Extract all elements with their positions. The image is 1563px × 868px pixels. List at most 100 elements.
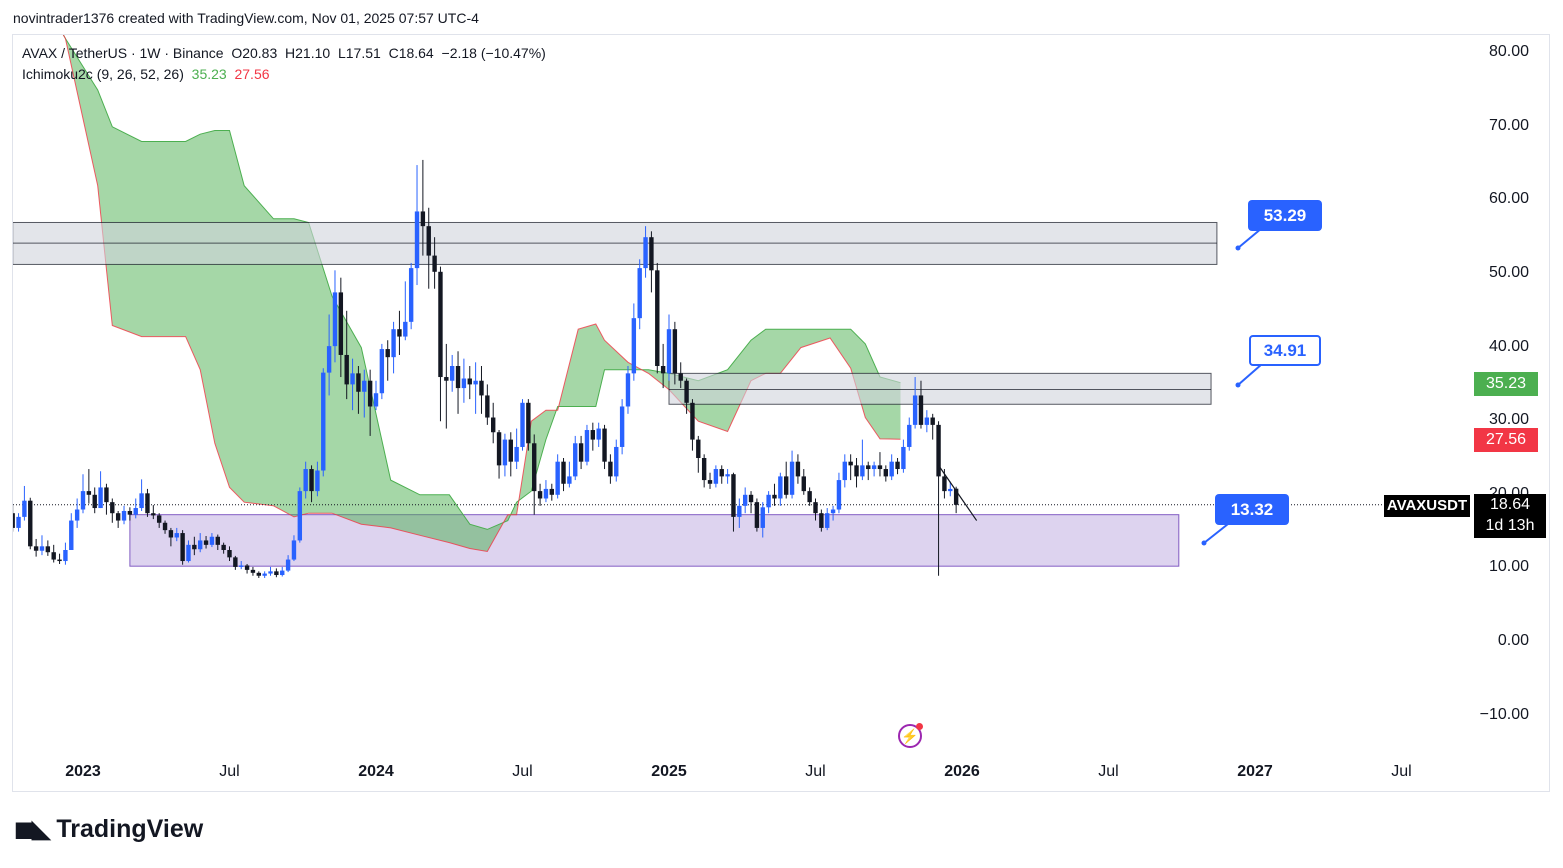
candle-body-113 [672, 329, 678, 374]
candle-body-49 [297, 491, 303, 541]
candle-body-100 [596, 428, 601, 440]
candle-body-146 [866, 465, 871, 470]
candle-body-106 [631, 318, 637, 374]
candle-body-117 [696, 439, 701, 458]
candle-body-62 [373, 393, 379, 407]
candle-body-125 [742, 494, 748, 506]
legend-indicator[interactable]: Ichimoku2c (9, 26, 52, 26) 35.23 27.56 [22, 66, 270, 82]
candle-body-1 [16, 516, 21, 528]
y-tick-label: 40.00 [1488, 337, 1529, 355]
candle-body-42 [256, 572, 261, 576]
candle-body-133 [789, 461, 795, 495]
x-tick-label: 2023 [65, 763, 101, 780]
indicator-name: Ichimoku2c (9, 26, 52, 26) [22, 66, 184, 82]
candle-body-67 [403, 321, 408, 337]
candle-body-153 [907, 424, 912, 447]
candle-body-16 [104, 487, 109, 503]
callout-pointer-2 [1203, 523, 1229, 544]
candle-body-140 [830, 509, 836, 514]
candle-body-96 [573, 443, 578, 477]
candle-body-61 [367, 380, 373, 407]
candle-body-114 [678, 373, 683, 381]
candle-body-53 [321, 372, 326, 471]
candle-body-8 [57, 559, 62, 562]
callout-support[interactable]: 13.32 [1215, 494, 1289, 525]
candle-body-51 [309, 469, 314, 492]
candle-body-126 [748, 494, 754, 503]
candle-body-41 [250, 569, 256, 573]
candle-body-72 [432, 255, 437, 272]
publish-line: novintrader1376 created with TradingView… [13, 10, 479, 26]
candle-body-145 [860, 465, 865, 477]
candle-body-31 [192, 544, 197, 550]
callout-pointer-0 [1237, 227, 1263, 249]
callout-resistance-high[interactable]: 53.29 [1248, 200, 1322, 231]
candle-body-124 [737, 505, 742, 517]
candle-body-155 [918, 395, 924, 425]
candle-body-65 [391, 329, 396, 358]
x-tick-label: Jul [1098, 763, 1119, 780]
candle-body-66 [397, 329, 402, 337]
candle-body-98 [584, 430, 590, 462]
candle-body-105 [625, 373, 631, 407]
candle-body-99 [590, 430, 596, 440]
candle-body-88 [526, 402, 531, 444]
candle-body-56 [338, 292, 344, 355]
candle-body-27 [168, 530, 174, 538]
candle-body-29 [180, 533, 185, 562]
callout-pointer-1 [1237, 363, 1263, 386]
candle-body-75 [449, 366, 455, 381]
candle-body-121 [719, 469, 724, 477]
candle-body-87 [520, 402, 525, 447]
candle-body-44 [268, 571, 273, 574]
candle-body-73 [438, 271, 443, 378]
candle-body-122 [725, 474, 730, 477]
projection-line [938, 465, 978, 521]
candle-body-103 [614, 446, 619, 477]
callout-resistance-mid[interactable]: 34.91 [1249, 335, 1321, 366]
y-tick-label: 10.00 [1488, 558, 1529, 576]
candle-body-134 [795, 461, 801, 477]
candle-body-64 [385, 349, 390, 358]
tradingview-brand[interactable]: ◼◣ TradingView [14, 815, 203, 844]
candle-body-116 [690, 402, 695, 440]
candle-body-40 [244, 565, 250, 570]
last-price-badge: 18.64 1d 13h [1474, 494, 1546, 538]
chart-frame [12, 34, 1550, 792]
candle-body-33 [203, 540, 209, 545]
candle-body-85 [508, 439, 513, 462]
candle-body-94 [561, 461, 566, 484]
callout-anchor-2 [1201, 540, 1207, 546]
candle-body-144 [854, 465, 859, 477]
x-tick-label: Jul [219, 763, 240, 780]
candle-body-97 [578, 443, 584, 462]
flash-icon[interactable]: ⚡ [898, 723, 923, 748]
candle-body-38 [233, 557, 238, 567]
y-tick-label: 70.00 [1488, 116, 1529, 134]
candle-body-78 [467, 378, 472, 385]
candle-body-22 [139, 493, 144, 509]
candle-body-136 [807, 491, 812, 503]
mid-resistance-zone [668, 372, 1212, 405]
x-tick-label: 2026 [944, 763, 980, 780]
candle-body-32 [198, 540, 203, 550]
candle-body-46 [280, 570, 285, 576]
candle-body-111 [660, 366, 666, 374]
candle-body-14 [92, 494, 97, 509]
symbol-badge: AVAXUSDT [1384, 495, 1470, 517]
legend-symbol: AVAX / TetherUS · 1W · Binance O20.83 H2… [22, 45, 546, 61]
candle-body-152 [901, 446, 906, 470]
last-price: 18.64 [1489, 496, 1531, 513]
candle-body-95 [567, 476, 572, 484]
x-tick-label: Jul [1391, 763, 1412, 780]
candle-body-79 [473, 380, 478, 385]
candle-body-2 [22, 500, 27, 517]
candle-body-86 [514, 446, 519, 462]
x-tick-label: 2024 [358, 763, 394, 780]
candle-body-156 [924, 417, 930, 425]
candle-body-154 [912, 395, 918, 425]
candle-body-39 [239, 565, 244, 567]
candle-body-81 [485, 395, 490, 418]
candle-body-92 [549, 488, 554, 495]
